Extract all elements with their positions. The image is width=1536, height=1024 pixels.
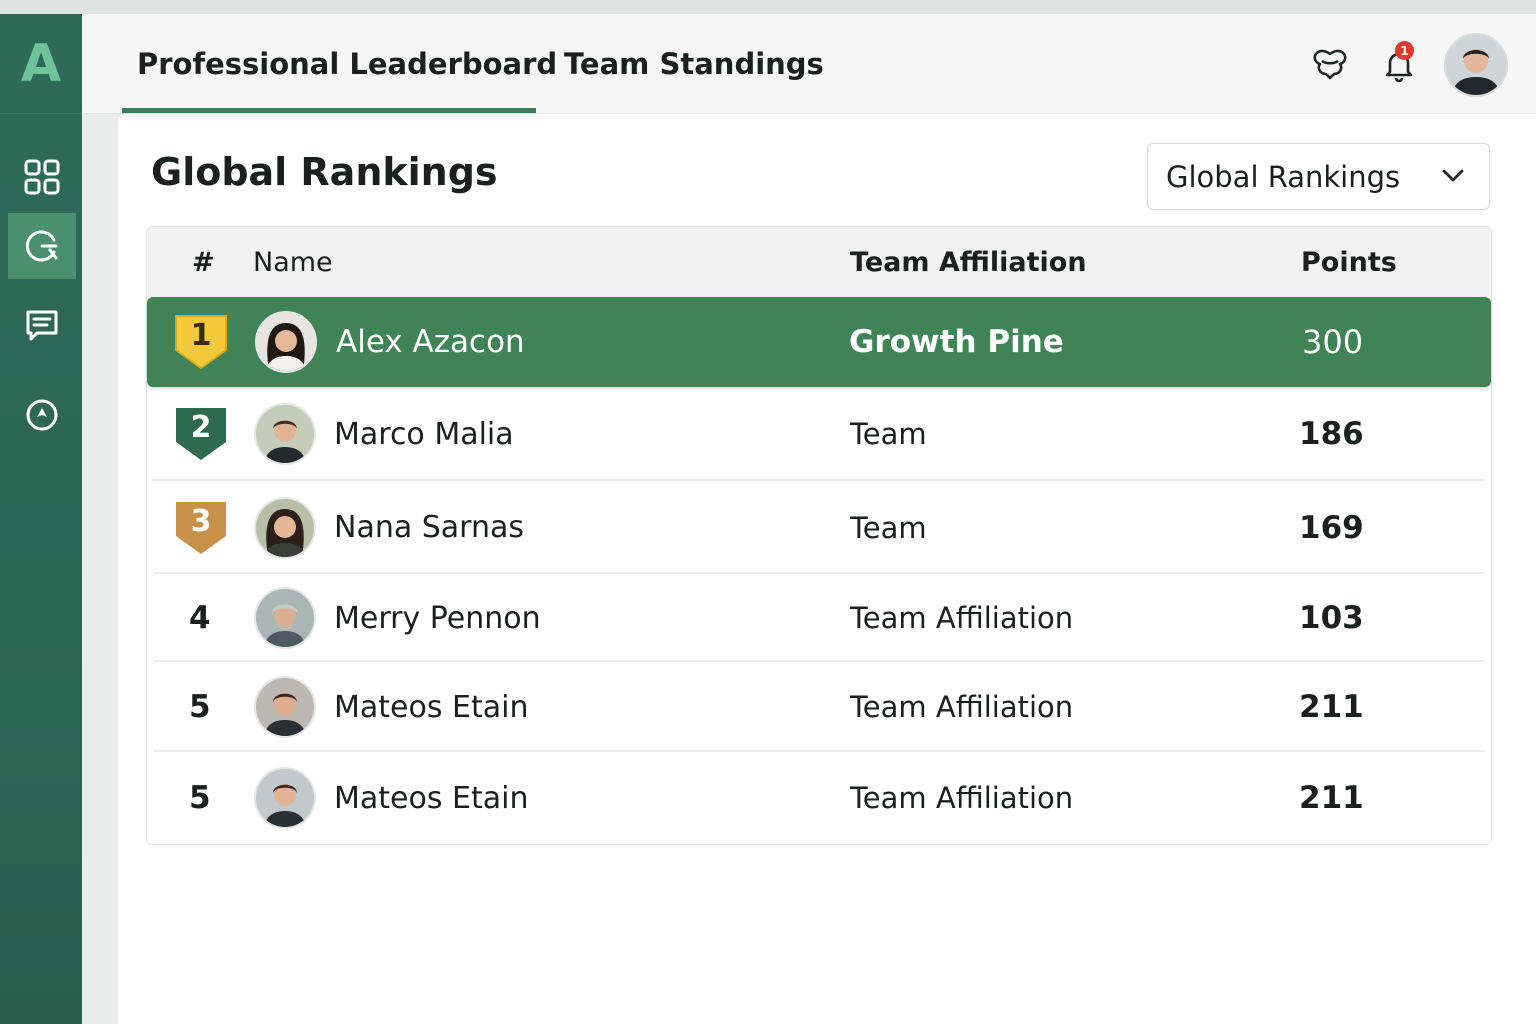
player-avatar: [254, 676, 316, 738]
green-medal-badge: 2: [173, 404, 229, 464]
rank-number: 5: [189, 689, 211, 725]
window-top-strip: [0, 0, 1536, 14]
row-divider: [153, 479, 1485, 481]
table-row[interactable]: 5 Mateos Etain Team Affiliation 211: [153, 752, 1485, 844]
sidebar-item-explore[interactable]: [8, 382, 76, 448]
column-header-name[interactable]: Name: [253, 246, 333, 278]
team-affiliation: Team Affiliation: [850, 690, 1074, 724]
player-name[interactable]: Merry Pennon: [334, 600, 541, 636]
app-logo[interactable]: A: [0, 14, 82, 114]
column-header-team[interactable]: Team Affiliation: [850, 246, 1087, 278]
search-chart-icon: [25, 230, 58, 262]
sidebar: A: [0, 14, 82, 1024]
active-tab-indicator: [122, 108, 536, 113]
table-header: # Name Team Affiliation Points: [147, 227, 1491, 297]
top-bar: Professional Leaderboard Team Standings: [82, 14, 1536, 114]
player-avatar: [254, 403, 316, 465]
tab-team-standings[interactable]: Team Standings: [564, 47, 824, 81]
sidebar-item-messages[interactable]: [8, 292, 76, 358]
rank-number: 5: [189, 780, 211, 816]
row-divider: [153, 750, 1485, 752]
player-avatar: [254, 767, 316, 829]
rankings-filter-select[interactable]: Global Rankings: [1147, 143, 1490, 210]
rank-number: 3: [190, 503, 212, 539]
player-name[interactable]: Nana Sarnas: [334, 510, 525, 545]
chevron-down-icon: [1442, 169, 1464, 182]
logo-letter: A: [20, 33, 62, 94]
player-avatar: [255, 311, 317, 373]
player-points: 169: [1299, 509, 1364, 546]
rankings-filter-value: Global Rankings: [1166, 159, 1401, 194]
player-points: 186: [1299, 416, 1364, 452]
sidebar-item-rankings[interactable]: [8, 213, 76, 279]
bronze-medal-badge: 3: [173, 498, 229, 558]
message-icon: [26, 310, 58, 341]
compass-icon: [26, 399, 58, 431]
player-points: 103: [1299, 600, 1364, 636]
notification-badge: 1: [1395, 41, 1414, 60]
user-avatar[interactable]: [1444, 33, 1508, 97]
column-header-points[interactable]: Points: [1301, 246, 1397, 278]
table-row[interactable]: 2 Marco Malia Team 186: [153, 387, 1485, 481]
player-points: 211: [1299, 689, 1364, 725]
player-points: 300: [1302, 323, 1364, 361]
leaderboard-table: # Name Team Affiliation Points 1 Alex Az…: [146, 226, 1492, 845]
column-header-rank: #: [192, 246, 215, 278]
player-points: 211: [1299, 780, 1364, 816]
tab-professional-leaderboard[interactable]: Professional Leaderboard: [137, 47, 558, 81]
rank-number: 4: [189, 600, 211, 636]
player-name[interactable]: Marco Malia: [334, 416, 514, 452]
player-name[interactable]: Mateos Etain: [334, 780, 529, 816]
player-avatar: [254, 587, 316, 649]
team-affiliation: Team Affiliation: [850, 601, 1074, 635]
team-affiliation: Growth Pine: [849, 324, 1064, 360]
users-icon[interactable]: [1310, 46, 1350, 82]
row-divider: [153, 660, 1485, 662]
table-row[interactable]: 3 Nana Sarnas Team 169: [153, 481, 1485, 574]
row-divider: [153, 572, 1485, 574]
player-name[interactable]: Mateos Etain: [334, 689, 529, 725]
user-avatar-icon: [1446, 35, 1506, 95]
page-title: Global Rankings: [151, 150, 498, 194]
player-name[interactable]: Alex Azacon: [336, 324, 525, 360]
gold-medal-badge: 1: [173, 312, 229, 372]
table-row[interactable]: 1 Alex Azacon Growth Pine 300: [147, 297, 1491, 387]
table-row[interactable]: 5 Mateos Etain Team Affiliation 211: [153, 662, 1485, 752]
team-affiliation: Team: [850, 510, 927, 545]
grid-icon: [24, 159, 60, 195]
team-affiliation: Team Affiliation: [850, 781, 1074, 815]
rank-number: 1: [190, 318, 212, 353]
table-row[interactable]: 4 Merry Pennon Team Affiliation 103: [153, 574, 1485, 662]
rank-number: 2: [190, 410, 212, 445]
team-affiliation: Team: [850, 417, 927, 451]
sidebar-item-dashboard[interactable]: [8, 144, 76, 210]
player-avatar: [254, 496, 316, 559]
